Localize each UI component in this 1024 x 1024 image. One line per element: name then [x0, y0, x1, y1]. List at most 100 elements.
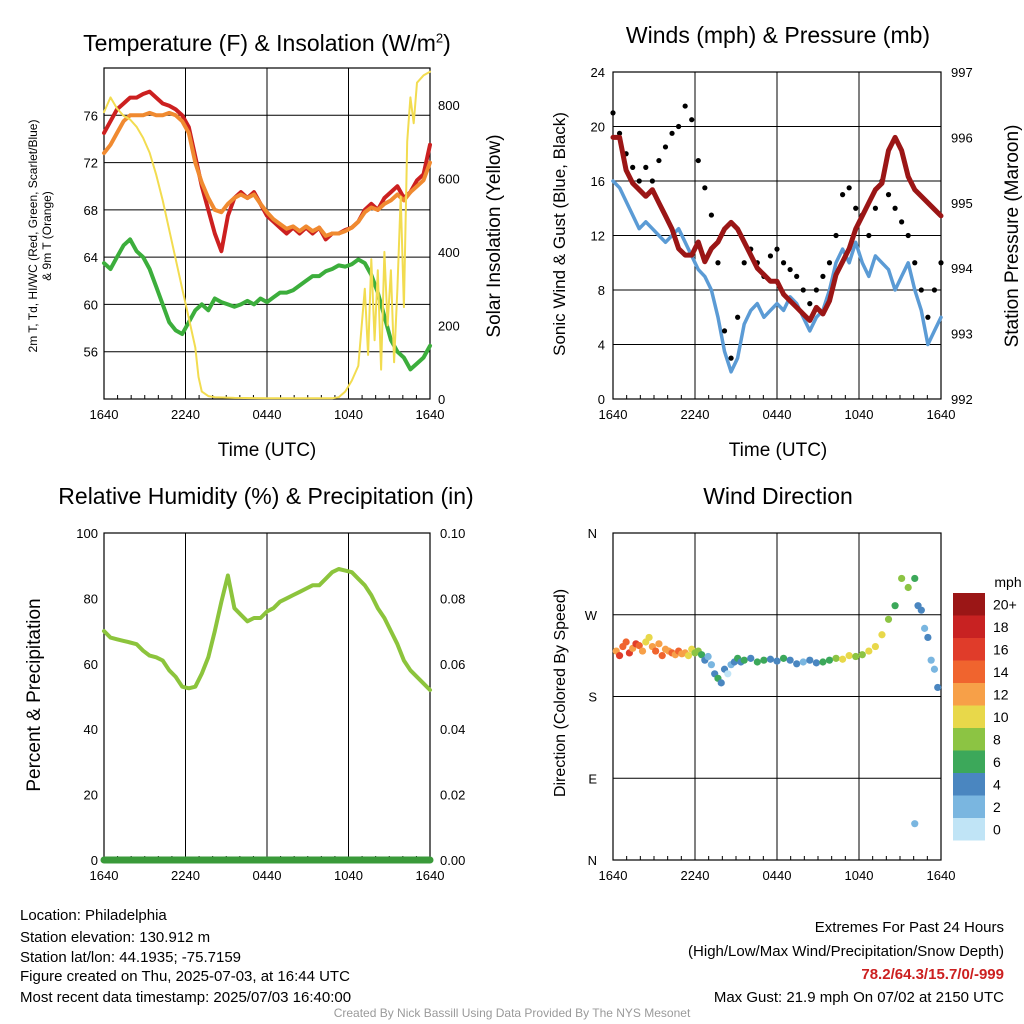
series-line-maroon	[610, 134, 944, 323]
y2-tick-label: 992	[951, 392, 973, 407]
direction-point	[753, 658, 761, 666]
colorbar-swatch	[953, 818, 985, 841]
direction-point	[806, 656, 814, 664]
colorbar-swatch	[953, 683, 985, 706]
x-tick-label: 1040	[334, 868, 363, 883]
direction-point	[773, 657, 781, 665]
y-tick-label: S	[588, 690, 597, 705]
colorbar-label: 8	[993, 731, 1001, 747]
direction-point	[704, 652, 712, 661]
y-tick-label: 60	[84, 657, 98, 672]
gust-point	[669, 130, 675, 136]
direction-point	[658, 652, 666, 660]
y-tick-label: 80	[84, 591, 98, 606]
colorbar-swatch	[953, 615, 985, 638]
y-tick-label: 20	[84, 788, 98, 803]
y-tick-label: 20	[591, 120, 605, 135]
direction-point	[655, 640, 663, 648]
y2-tick-label: 0.08	[440, 591, 465, 606]
direction-point	[917, 606, 925, 614]
x-tick-label: 1640	[90, 407, 119, 422]
y-tick-label: 0	[598, 392, 605, 407]
x-tick-label: 0440	[253, 868, 282, 883]
panel-1-axes	[103, 67, 431, 400]
y-tick-label: 56	[84, 345, 98, 360]
temperature-xlabel: Time (UTC)	[217, 440, 317, 461]
x-tick-label: 2240	[171, 868, 200, 883]
gust-point	[735, 314, 741, 320]
extremes-title: Extremes For Past 24 Hours	[814, 919, 1004, 936]
y-tick-label: E	[588, 771, 597, 786]
direction-point	[898, 574, 906, 583]
gust-point	[833, 232, 839, 239]
direction-point	[635, 642, 643, 650]
series-line-blue	[611, 179, 943, 374]
gust-point	[794, 273, 800, 279]
winds-panel-title: Winds (mph) & Pressure (mb)	[625, 22, 931, 48]
x-tick-label: 2240	[681, 407, 710, 422]
y2-tick-label: 995	[951, 196, 973, 211]
gust-point	[813, 287, 819, 293]
gust-point	[892, 205, 898, 211]
gust-point	[872, 205, 879, 211]
gust-point	[656, 157, 662, 164]
gust-point	[643, 164, 649, 170]
direction-point	[766, 655, 775, 663]
y2-tick-label: 800	[438, 98, 460, 113]
direction-point	[884, 615, 893, 623]
colorbar-label: 16	[993, 641, 1009, 657]
winds-xlabel: Time (UTC)	[728, 440, 828, 461]
direction-point	[760, 656, 768, 664]
direction-point	[845, 652, 853, 660]
x-tick-label: 1640	[90, 868, 119, 883]
direction-point	[645, 633, 653, 642]
gust-point	[885, 192, 892, 198]
colorbar-label: 2	[993, 799, 1001, 815]
gust-point	[636, 178, 642, 184]
direction-point	[825, 656, 834, 664]
elevation-text: Station elevation: 130.912 m	[20, 929, 211, 946]
direction-point	[852, 652, 860, 661]
colorbar-swatch	[953, 773, 985, 796]
gust-point	[649, 178, 655, 184]
y-tick-label: 100	[76, 526, 98, 541]
series-line-orange	[102, 110, 432, 238]
panel-3-axes	[103, 532, 431, 861]
extremes-values: 78.2/64.3/15.7/0/-999	[861, 966, 1004, 983]
colorbar-label: 10	[993, 709, 1009, 725]
colorbar-swatch	[953, 795, 985, 818]
x-tick-label: 1040	[845, 868, 874, 883]
direction-point	[652, 647, 660, 655]
wind-direction-panel-title: Wind Direction	[703, 483, 853, 509]
x-tick-label: 1640	[599, 407, 628, 422]
direction-point	[717, 679, 725, 687]
temperature-panel-title: Temperature (F) & Insolation (W/m2)	[83, 30, 451, 56]
gust-point	[695, 157, 701, 164]
extremes-subtitle: (High/Low/Max Wind/Precipitation/Snow De…	[688, 943, 1004, 960]
gust-point	[662, 144, 669, 150]
direction-point	[697, 651, 706, 659]
y2-tick-label: 400	[438, 245, 460, 260]
gust-point	[899, 219, 905, 225]
gust-point	[846, 185, 852, 191]
direction-point	[812, 659, 820, 667]
x-tick-label: 1040	[845, 407, 874, 422]
y-tick-label: 60	[84, 297, 98, 312]
direction-point	[638, 647, 647, 655]
gust-point	[918, 287, 924, 293]
x-tick-label: 1640	[927, 868, 956, 883]
y-tick-label: 68	[84, 203, 98, 218]
y-tick-label: N	[588, 526, 597, 541]
y2-tick-label: 0.02	[440, 788, 465, 803]
x-tick-label: 0440	[253, 407, 282, 422]
credit-text: Created By Nick Bassill Using Data Provi…	[333, 1006, 691, 1020]
gust-point	[853, 205, 859, 211]
gust-point	[721, 328, 728, 334]
gust-point	[820, 273, 826, 279]
y2-tick-label: 996	[951, 130, 973, 145]
location-text: Location: Philadelphia	[20, 907, 167, 924]
colorbar-label: 20+	[993, 596, 1017, 612]
y-tick-label: N	[588, 853, 597, 868]
direction-point	[622, 638, 630, 646]
